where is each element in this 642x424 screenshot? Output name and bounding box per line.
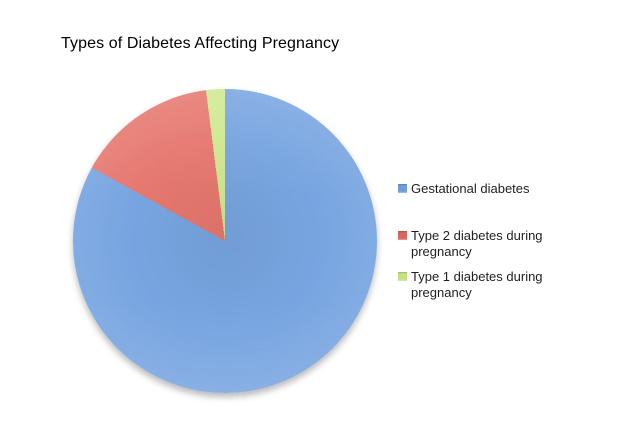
legend-swatch: [398, 272, 407, 281]
pie-chart: [73, 89, 377, 393]
legend-label: Gestational diabetes: [411, 181, 530, 196]
legend-item: Gestational diabetes: [398, 181, 588, 197]
legend-swatch: [398, 231, 407, 240]
legend-item: Type 1 diabetes during pregnancy: [398, 269, 588, 301]
legend-swatch: [398, 184, 407, 193]
legend: Gestational diabetes Type 2 diabetes dur…: [398, 181, 588, 301]
chart-title: Types of Diabetes Affecting Pregnancy: [61, 35, 340, 52]
legend-item: Type 2 diabetes during pregnancy: [398, 228, 588, 260]
legend-label: Type 1 diabetes during pregnancy: [411, 269, 543, 300]
legend-label: Type 2 diabetes during pregnancy: [411, 228, 543, 259]
